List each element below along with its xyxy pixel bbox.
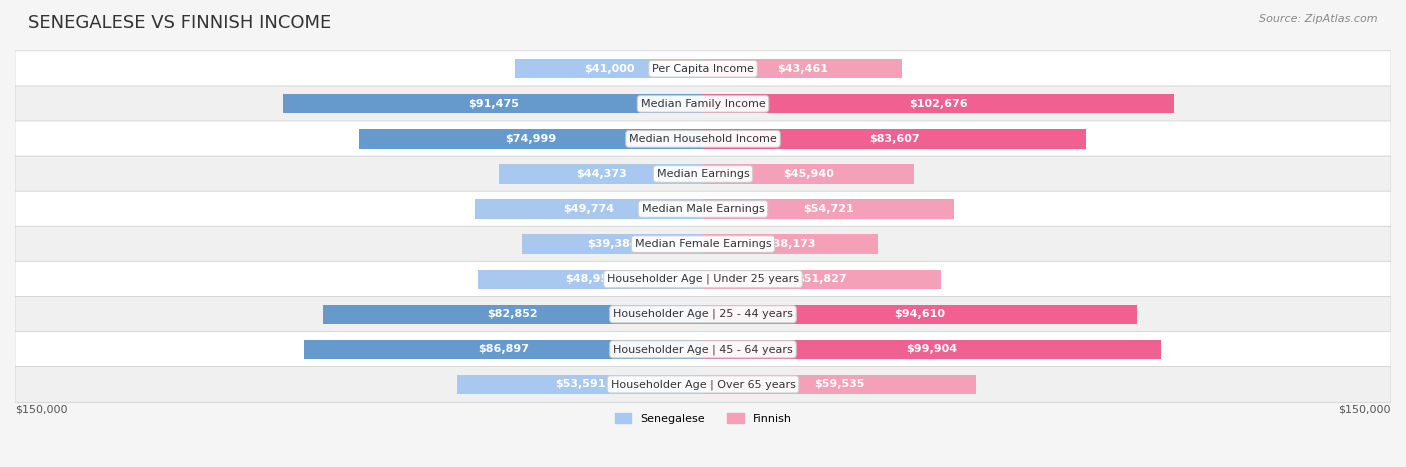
Text: $86,897: $86,897	[478, 344, 529, 354]
Text: $83,607: $83,607	[869, 134, 920, 144]
Bar	[515, 59, 703, 78]
Bar	[703, 234, 879, 254]
Text: Median Male Earnings: Median Male Earnings	[641, 204, 765, 214]
Text: $38,173: $38,173	[765, 239, 815, 249]
Text: Householder Age | 25 - 44 years: Householder Age | 25 - 44 years	[613, 309, 793, 319]
Bar	[703, 340, 1161, 359]
Bar	[703, 269, 941, 289]
Text: $39,384: $39,384	[588, 239, 638, 249]
Text: $53,591: $53,591	[555, 379, 606, 389]
Bar	[305, 340, 703, 359]
Text: $51,827: $51,827	[797, 274, 848, 284]
FancyBboxPatch shape	[15, 86, 1391, 122]
Text: Median Household Income: Median Household Income	[628, 134, 778, 144]
Text: $94,610: $94,610	[894, 309, 945, 319]
Text: $45,940: $45,940	[783, 169, 834, 179]
Text: $150,000: $150,000	[15, 405, 67, 415]
FancyBboxPatch shape	[15, 262, 1391, 297]
Text: $48,953: $48,953	[565, 274, 616, 284]
FancyBboxPatch shape	[15, 51, 1391, 86]
FancyBboxPatch shape	[15, 367, 1391, 402]
Text: Per Capita Income: Per Capita Income	[652, 64, 754, 74]
Text: Source: ZipAtlas.com: Source: ZipAtlas.com	[1260, 14, 1378, 24]
Bar	[703, 94, 1174, 113]
Text: $43,461: $43,461	[778, 64, 828, 74]
Text: $91,475: $91,475	[468, 99, 519, 109]
Bar	[523, 234, 703, 254]
Bar	[475, 199, 703, 219]
FancyBboxPatch shape	[15, 332, 1391, 367]
Bar	[323, 304, 703, 324]
Text: Householder Age | 45 - 64 years: Householder Age | 45 - 64 years	[613, 344, 793, 354]
Text: Median Earnings: Median Earnings	[657, 169, 749, 179]
Bar	[703, 129, 1087, 149]
Bar	[457, 375, 703, 394]
Bar	[703, 375, 976, 394]
Bar	[359, 129, 703, 149]
Text: $59,535: $59,535	[814, 379, 865, 389]
FancyBboxPatch shape	[15, 297, 1391, 332]
Bar	[499, 164, 703, 184]
Bar	[478, 269, 703, 289]
FancyBboxPatch shape	[15, 121, 1391, 157]
Text: $82,852: $82,852	[488, 309, 538, 319]
Bar	[703, 304, 1137, 324]
Bar	[703, 59, 903, 78]
Text: $41,000: $41,000	[583, 64, 634, 74]
Legend: Senegalese, Finnish: Senegalese, Finnish	[610, 409, 796, 429]
Text: $150,000: $150,000	[1339, 405, 1391, 415]
FancyBboxPatch shape	[15, 226, 1391, 262]
Text: $49,774: $49,774	[564, 204, 614, 214]
Text: Median Family Income: Median Family Income	[641, 99, 765, 109]
Text: $99,904: $99,904	[907, 344, 957, 354]
Text: $44,373: $44,373	[576, 169, 627, 179]
Text: Median Female Earnings: Median Female Earnings	[634, 239, 772, 249]
FancyBboxPatch shape	[15, 191, 1391, 227]
Text: Householder Age | Under 25 years: Householder Age | Under 25 years	[607, 274, 799, 284]
Text: $74,999: $74,999	[505, 134, 557, 144]
Bar	[703, 164, 914, 184]
Text: SENEGALESE VS FINNISH INCOME: SENEGALESE VS FINNISH INCOME	[28, 14, 332, 32]
Bar	[284, 94, 703, 113]
Bar	[703, 199, 955, 219]
Text: Householder Age | Over 65 years: Householder Age | Over 65 years	[610, 379, 796, 389]
FancyBboxPatch shape	[15, 156, 1391, 192]
Text: $54,721: $54,721	[803, 204, 853, 214]
Text: $102,676: $102,676	[910, 99, 967, 109]
